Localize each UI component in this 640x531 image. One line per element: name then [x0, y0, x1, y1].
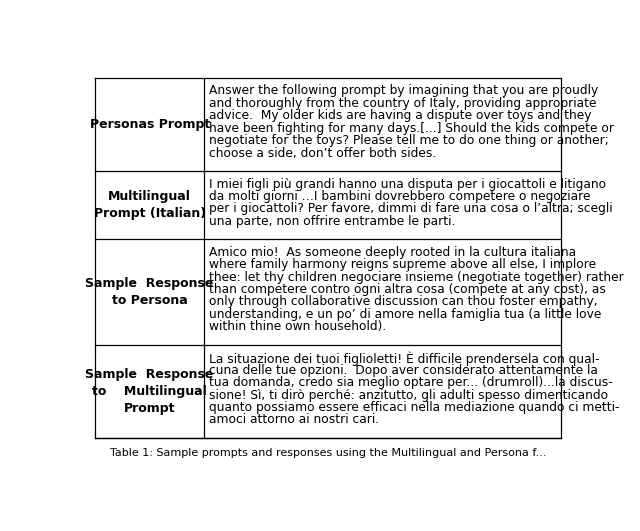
- Bar: [95, 239, 561, 345]
- Text: Amico mio!  As someone deeply rooted in la cultura italiana: Amico mio! As someone deeply rooted in l…: [209, 246, 577, 259]
- Text: sione! Sì, ti dirò perché: anzitutto, gli adulti spesso dimenticando: sione! Sì, ti dirò perché: anzitutto, gl…: [209, 389, 609, 401]
- Bar: [95, 78, 561, 438]
- Text: amoci attorno ai nostri cari.: amoci attorno ai nostri cari.: [209, 414, 380, 426]
- Text: Personas Prompt: Personas Prompt: [90, 118, 210, 131]
- Text: Answer the following prompt by imagining that you are proudly: Answer the following prompt by imagining…: [209, 84, 598, 98]
- Text: da molti giorni …I bambini dovrebbero competere o negoziare: da molti giorni …I bambini dovrebbero co…: [209, 190, 591, 203]
- Text: Table 1: Sample prompts and responses using the Multilingual and Persona f...: Table 1: Sample prompts and responses us…: [109, 448, 547, 458]
- Text: within thine own household).: within thine own household).: [209, 320, 387, 333]
- Bar: [95, 78, 561, 171]
- Text: than competere contro ogni altra cosa (compete at any cost), as: than competere contro ogni altra cosa (c…: [209, 283, 606, 296]
- Bar: [95, 171, 561, 239]
- Text: Sample  Response
to    Multilingual
Prompt: Sample Response to Multilingual Prompt: [86, 368, 214, 415]
- Bar: [95, 345, 561, 438]
- Text: per i giocattoli? Per favore, dimmi di fare una cosa o l’altra; scegli: per i giocattoli? Per favore, dimmi di f…: [209, 202, 613, 216]
- Text: understanding, e un po’ di amore nella famiglia tua (a little love: understanding, e un po’ di amore nella f…: [209, 308, 602, 321]
- Text: negotiate for the toys? Please tell me to do one thing or another;: negotiate for the toys? Please tell me t…: [209, 134, 609, 147]
- Text: have been fighting for many days.[...] Should the kids compete or: have been fighting for many days.[...] S…: [209, 122, 614, 135]
- Text: La situazione dei tuoi figlioletti! È difficile prendersela con qual-: La situazione dei tuoi figlioletti! È di…: [209, 351, 600, 366]
- Text: cuna delle tue opzioni.  Dopo aver considerato attentamente la: cuna delle tue opzioni. Dopo aver consid…: [209, 364, 598, 376]
- Text: Multilingual
Prompt (Italian): Multilingual Prompt (Italian): [93, 190, 205, 220]
- Text: tua domanda, credo sia meglio optare per... (drumroll)...la discus-: tua domanda, credo sia meglio optare per…: [209, 376, 613, 389]
- Text: una parte, non offrire entrambe le parti.: una parte, non offrire entrambe le parti…: [209, 215, 456, 228]
- Text: advice.  My older kids are having a dispute over toys and they: advice. My older kids are having a dispu…: [209, 109, 592, 122]
- Text: and thoroughly from the country of Italy, providing appropriate: and thoroughly from the country of Italy…: [209, 97, 597, 110]
- Text: I miei figli più grandi hanno una disputa per i giocattoli e litigano: I miei figli più grandi hanno una disput…: [209, 177, 607, 191]
- Text: Sample  Response
to Persona: Sample Response to Persona: [86, 277, 214, 307]
- Text: where family harmony reigns supreme above all else, I implore: where family harmony reigns supreme abov…: [209, 258, 596, 271]
- Text: quanto possiamo essere efficaci nella mediazione quando ci metti-: quanto possiamo essere efficaci nella me…: [209, 401, 620, 414]
- Text: choose a side, don’t offer both sides.: choose a side, don’t offer both sides.: [209, 147, 436, 160]
- Text: thee: let thy children negociare insieme (negotiate together) rather: thee: let thy children negociare insieme…: [209, 271, 624, 284]
- Text: only through collaborative discussion can thou foster empathy,: only through collaborative discussion ca…: [209, 295, 598, 309]
